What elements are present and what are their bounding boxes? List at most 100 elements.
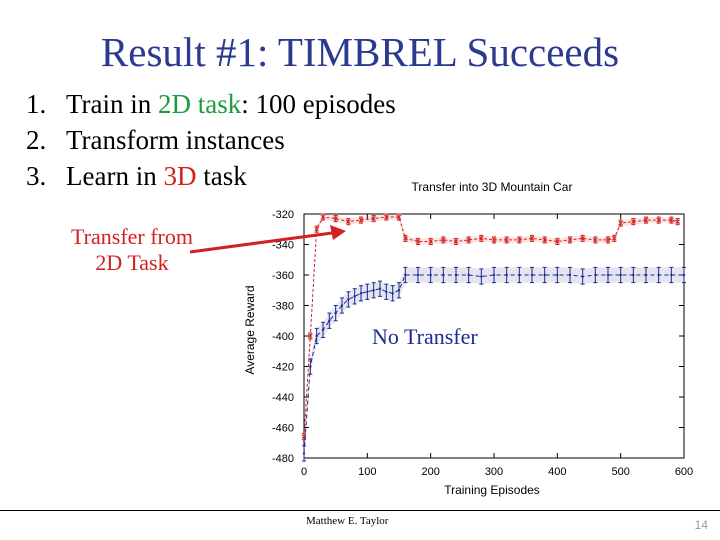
- series-point: [371, 282, 376, 299]
- y-tick-label: -380: [272, 301, 294, 313]
- step-item: 3. Learn in 3D task: [26, 158, 396, 194]
- series-point: [668, 216, 674, 224]
- step-highlight: 2D task: [158, 89, 242, 119]
- series-point: [453, 237, 459, 245]
- y-tick-label: -420: [272, 362, 294, 374]
- plot-frame: [303, 213, 685, 459]
- series-line: [303, 216, 678, 437]
- step-text-tail: task: [196, 161, 247, 191]
- series-point: [352, 288, 357, 305]
- series-point: [517, 266, 522, 284]
- y-tick-label: -440: [272, 392, 294, 404]
- page-number: 14: [694, 518, 708, 532]
- series-point: [605, 236, 611, 244]
- x-tick-label: 600: [675, 466, 693, 478]
- y-tick-label: -360: [272, 270, 294, 282]
- series-layer: [301, 213, 686, 462]
- series-point: [682, 266, 686, 284]
- series-point: [644, 266, 648, 284]
- series-point: [567, 236, 573, 244]
- series-error-band: [304, 214, 678, 440]
- series-line: [303, 274, 684, 454]
- series-point: [365, 283, 370, 300]
- x-tick-label: 500: [611, 466, 629, 478]
- series-point: [441, 266, 446, 284]
- transfer-arrow: [189, 225, 346, 254]
- x-tick-label: 100: [358, 466, 376, 478]
- series-point: [466, 236, 472, 244]
- step-text: Learn in: [66, 161, 164, 191]
- transfer-callout: Transfer from 2D Task: [52, 224, 212, 276]
- series-point: [675, 218, 681, 226]
- series-point: [542, 266, 547, 284]
- series-point: [307, 332, 313, 340]
- series-point: [568, 266, 572, 284]
- series-point: [302, 445, 306, 462]
- chart-title: Transfer into 3D Mountain Car: [412, 180, 573, 194]
- y-axis-label: Average Reward: [243, 285, 257, 374]
- series-point: [358, 216, 364, 224]
- series-1: [302, 266, 686, 462]
- slide-title: Result #1: TIMBREL Succeeds: [100, 29, 620, 75]
- series-0: [301, 213, 681, 441]
- series-point: [383, 213, 389, 221]
- series-point: [428, 237, 434, 245]
- series-point: [492, 266, 496, 284]
- series-point: [371, 215, 377, 223]
- series-point: [428, 266, 433, 284]
- transfer-callout-line: Transfer from: [71, 224, 193, 249]
- steps-list: 1. Train in 2D task: 100 episodes 2. Trans…: [26, 86, 396, 194]
- series-point: [396, 213, 402, 221]
- series-point: [479, 268, 484, 285]
- series-point: [630, 218, 636, 226]
- x-axis-label: Training Episodes: [444, 483, 540, 497]
- series-point: [314, 225, 320, 233]
- series-point: [618, 219, 624, 227]
- series-point: [554, 237, 560, 245]
- no-transfer-callout: No Transfer: [372, 324, 478, 349]
- x-tick-label: 0: [301, 466, 307, 478]
- series-point: [345, 218, 351, 226]
- series-point: [606, 266, 610, 284]
- series-point: [378, 280, 382, 297]
- series-point: [466, 266, 471, 284]
- series-point: [669, 266, 674, 284]
- series-point: [321, 321, 325, 339]
- step-number: 3.: [26, 161, 47, 191]
- series-point: [516, 236, 522, 244]
- series-point: [359, 285, 363, 302]
- step-number: 1.: [26, 89, 47, 119]
- series-point: [593, 266, 598, 284]
- step-text: Train in: [66, 89, 159, 119]
- series-point: [656, 266, 661, 284]
- step-number: 2.: [26, 125, 47, 155]
- step-text-tail: : 100 episodes: [241, 89, 396, 119]
- series-point: [478, 234, 484, 242]
- y-tick-label: -320: [272, 209, 294, 221]
- series-point: [308, 358, 313, 375]
- series-point: [618, 266, 623, 284]
- y-tick-label: -340: [272, 240, 294, 252]
- series-point: [384, 283, 389, 300]
- series-point: [333, 215, 339, 223]
- series-point: [333, 305, 338, 322]
- series-point: [440, 236, 446, 244]
- series-point: [491, 236, 497, 244]
- series-point: [611, 234, 617, 242]
- series-point: [301, 433, 307, 441]
- series-point: [340, 297, 344, 314]
- series-point: [403, 266, 408, 284]
- x-tick-label: 400: [548, 466, 566, 478]
- series-point: [320, 213, 326, 221]
- chart-axes: 0 100 200 300 400 500 600 -320 -340 -360 -380 -400 -…: [272, 209, 693, 478]
- series-point: [580, 268, 585, 285]
- series-point: [314, 327, 319, 345]
- series-point: [643, 216, 649, 224]
- series-point: [656, 216, 662, 224]
- series-point: [631, 266, 636, 284]
- y-tick-label: -400: [272, 331, 294, 343]
- footer-author: Matthew E. Taylor: [306, 515, 389, 527]
- y-tick-label: -460: [272, 423, 294, 435]
- series-point: [397, 282, 401, 299]
